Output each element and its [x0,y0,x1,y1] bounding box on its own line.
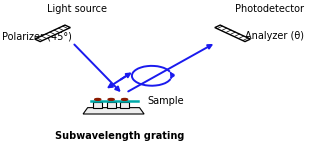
Text: Photodetector: Photodetector [235,4,304,14]
Polygon shape [120,102,129,108]
Polygon shape [35,25,71,42]
Text: Analyzer (θ): Analyzer (θ) [245,31,304,41]
Polygon shape [107,102,116,108]
Text: Subwavelength grating: Subwavelength grating [55,131,184,141]
Text: Polarizer (45°): Polarizer (45°) [2,31,72,41]
Text: Sample: Sample [147,96,184,106]
Polygon shape [93,102,102,108]
Text: Light source: Light source [47,4,107,14]
Ellipse shape [108,99,114,100]
Polygon shape [83,108,144,114]
Ellipse shape [122,99,128,100]
Polygon shape [215,25,251,42]
Ellipse shape [95,99,101,100]
